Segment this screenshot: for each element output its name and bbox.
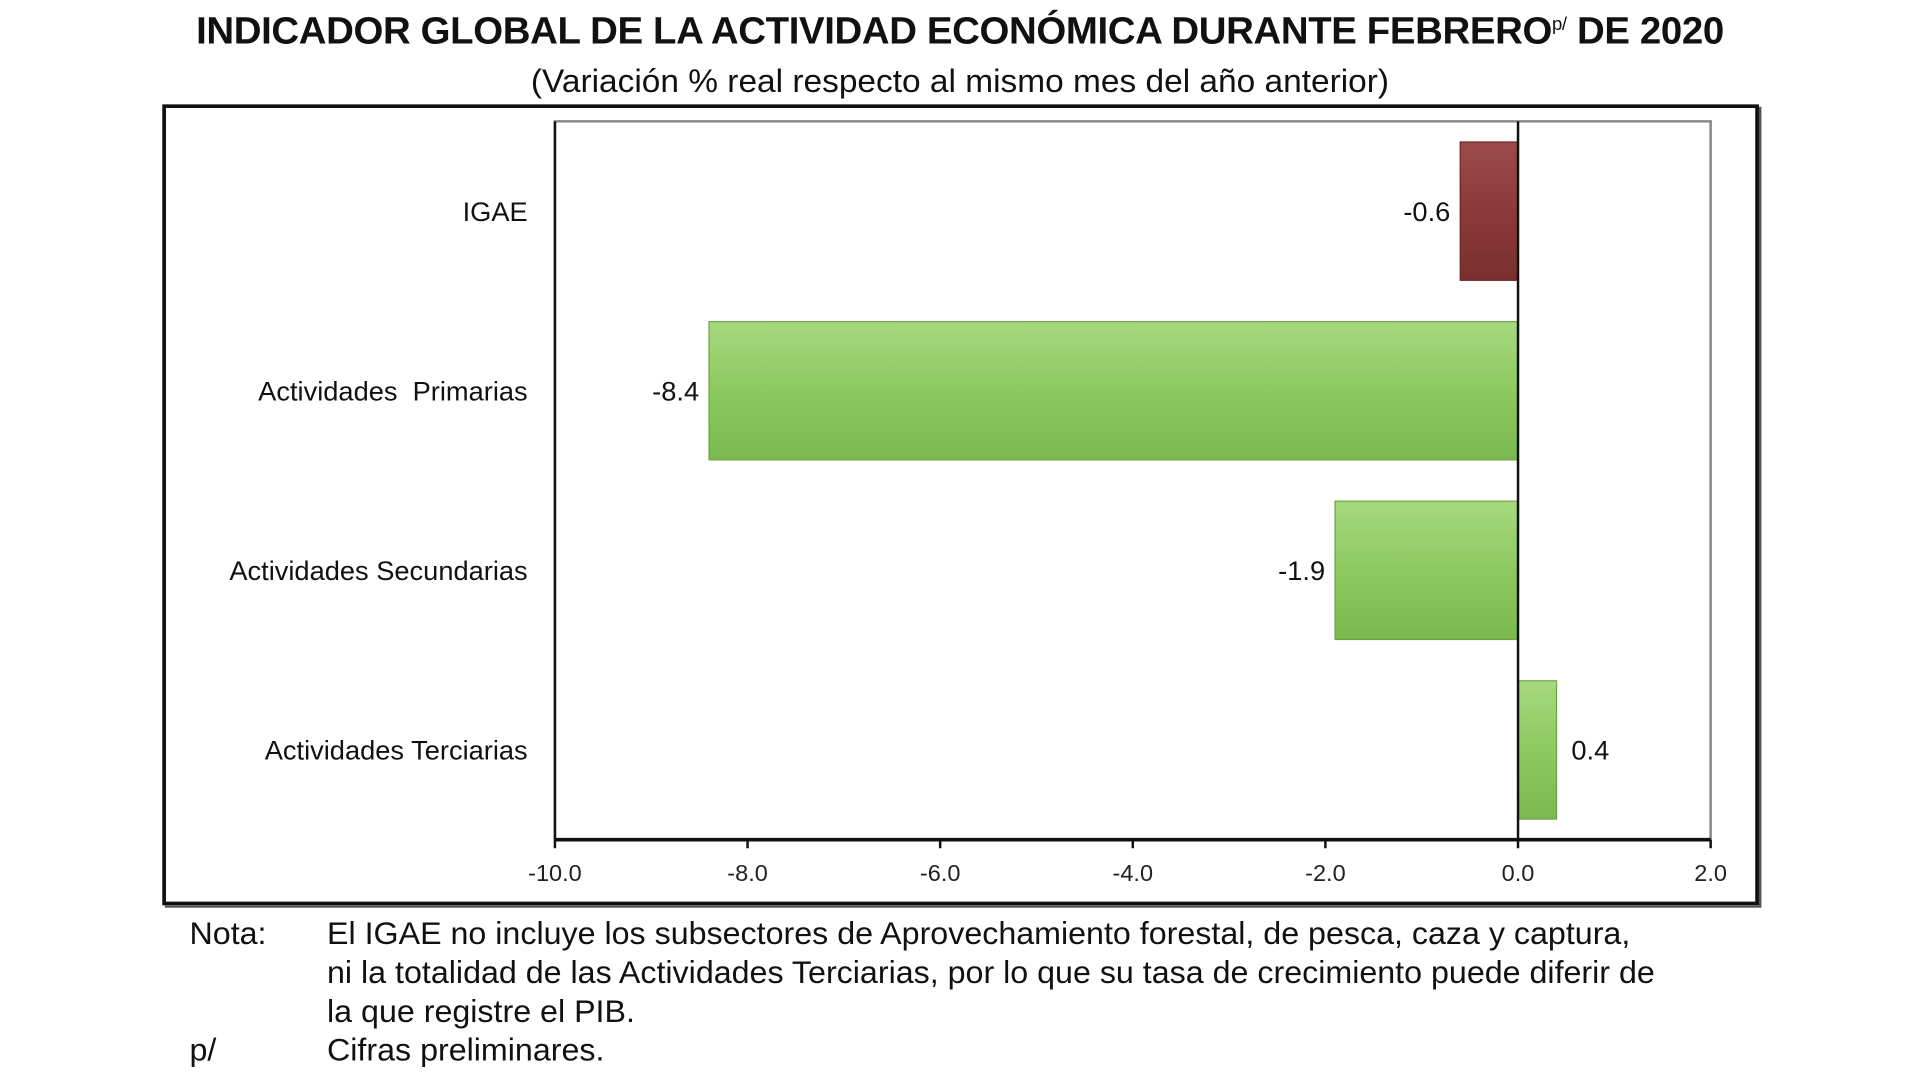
x-tick-label: 0.0 — [1502, 860, 1535, 886]
note-line: El IGAE no incluye los subsectores de Ap… — [327, 914, 1631, 952]
x-tick-label: -10.0 — [528, 860, 582, 886]
data-label: -8.4 — [652, 377, 699, 407]
bar-2 — [1334, 500, 1519, 641]
category-label: Actividades Secundarias — [229, 556, 527, 586]
x-tick-label: 2.0 — [1694, 860, 1727, 886]
p-text: Cifras preliminares. — [327, 1031, 605, 1068]
category-label: IGAE — [463, 197, 528, 227]
x-tick-label: -2.0 — [1305, 860, 1346, 886]
data-label: 0.4 — [1571, 736, 1609, 766]
x-tick-label: -8.0 — [727, 860, 768, 886]
chart-title: INDICADOR GLOBAL DE LA ACTIVIDAD ECONÓMI… — [196, 9, 1724, 53]
chart-subtitle: (Variación % real respecto al mismo mes … — [530, 63, 1390, 100]
chart-frame — [162, 104, 1759, 906]
bar-3 — [1517, 680, 1558, 820]
data-label: -1.9 — [1278, 556, 1325, 586]
note-label: Nota: — [189, 914, 267, 952]
bar-0 — [1459, 141, 1519, 281]
data-label: -0.6 — [1403, 197, 1450, 227]
x-tick-label: -6.0 — [920, 860, 961, 886]
p-label: p/ — [189, 1031, 217, 1068]
bar-1 — [708, 320, 1519, 461]
note-line: la que registre el PIB. — [327, 992, 635, 1030]
category-label: Actividades Primarias — [258, 377, 528, 407]
note-line: ni la totalidad de las Actividades Terci… — [327, 953, 1655, 991]
category-label: Actividades Terciarias — [265, 736, 528, 766]
x-tick-label: -4.0 — [1113, 860, 1154, 886]
